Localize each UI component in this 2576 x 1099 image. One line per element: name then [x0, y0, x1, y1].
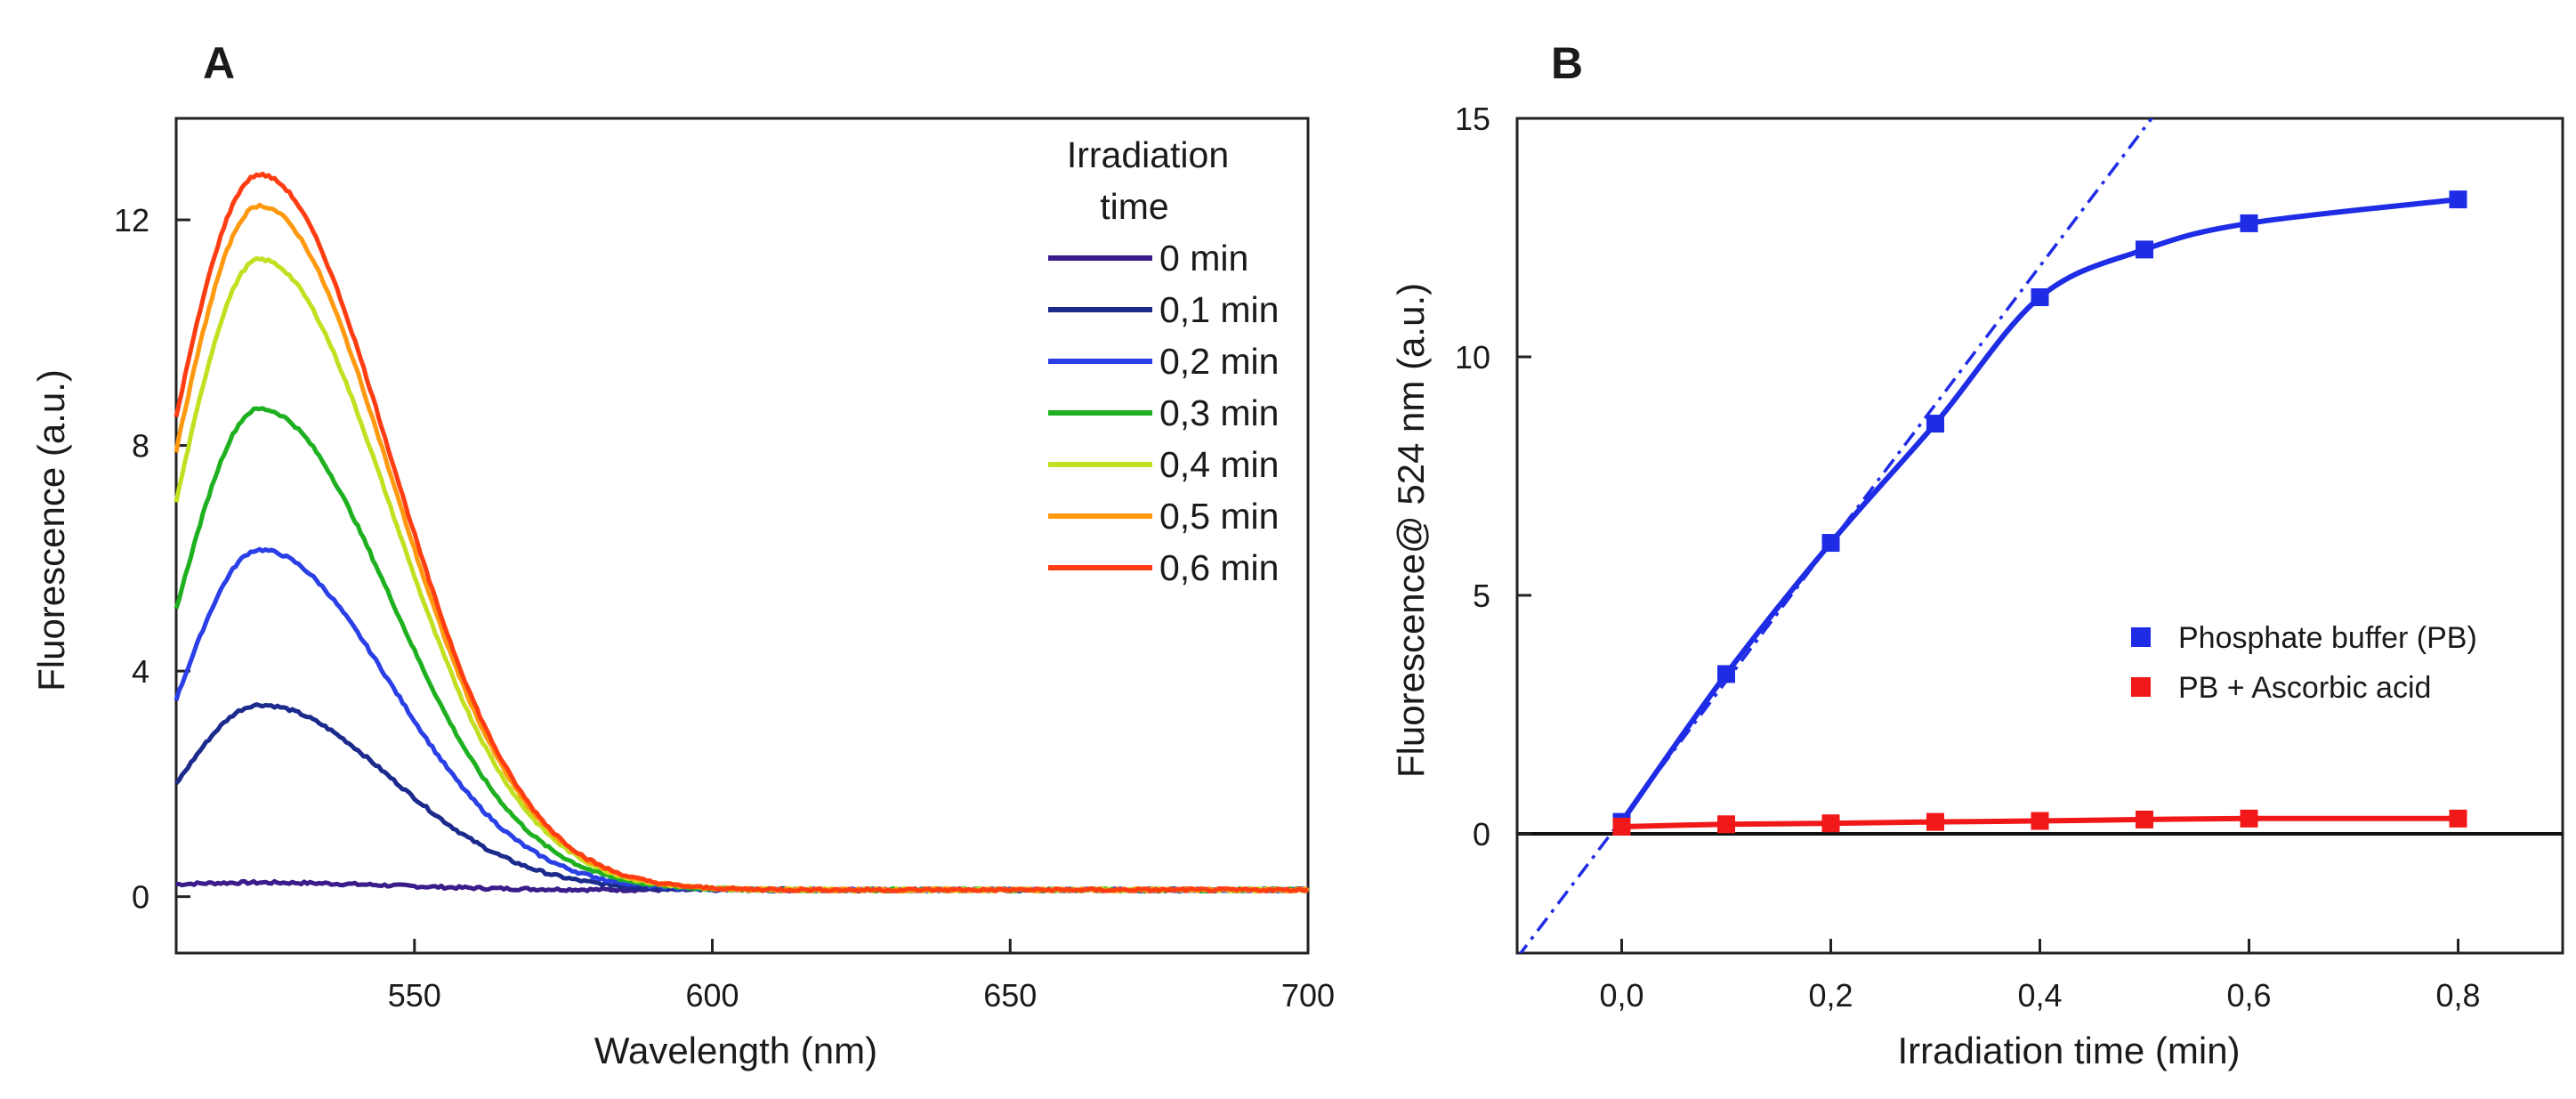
data-point-pb-ascorbic	[1926, 812, 1944, 831]
data-point-pb-ascorbic	[2031, 812, 2049, 830]
data-point-pb-ascorbic	[1612, 817, 1631, 836]
panel-b-x-axis-title: Irradiation time (min)	[1897, 1030, 2240, 1071]
data-point-pb	[1717, 665, 1735, 683]
panel-a-legend-title-line2: time	[1100, 186, 1168, 227]
legend-a-label: 0,2 min	[1159, 341, 1279, 382]
panel-b-y-tick-label: 15	[1455, 101, 1490, 137]
data-point-pb	[2031, 288, 2049, 306]
data-point-pb	[2449, 190, 2467, 209]
data-point-pb	[2136, 240, 2153, 259]
panel-a-x-axis-title: Wavelength (nm)	[594, 1030, 877, 1071]
panel-a-plot-area: 550 600 650 700 0 4 8 12	[114, 117, 1335, 1014]
panel-a-x-tick-label: 600	[685, 977, 739, 1014]
data-point-pb-ascorbic	[2136, 810, 2153, 828]
panel-b-y-axis-title: Fluorescence@ 524 nm (a.u.)	[1390, 283, 1432, 778]
data-point-pb	[2240, 214, 2258, 232]
legend-a-label: 0,4 min	[1159, 444, 1279, 485]
panel-a-x-tick-label: 650	[983, 977, 1037, 1014]
panel-a-y-tick-label: 8	[132, 428, 149, 465]
panel-b-y-tick-label: 0	[1473, 816, 1490, 853]
panel-b-x-tick-label: 0,8	[2435, 977, 2480, 1014]
panel-b-x-tick-label: 0,0	[1599, 977, 1643, 1014]
data-point-pb-ascorbic	[1821, 814, 1840, 833]
data-point-pb	[1926, 415, 1944, 433]
panel-a-frame	[174, 117, 1310, 955]
panel-a-y-tick-label: 12	[114, 202, 149, 238]
panel-b-x-tick-label: 0,6	[2226, 977, 2271, 1014]
legend-a-label: 0,3 min	[1159, 392, 1279, 433]
spectrum-line-0-2-min	[174, 546, 1309, 894]
spectrum-line-0-4-min	[174, 255, 1310, 894]
fit-curve-pb-ascorbic	[1621, 815, 2459, 829]
panel-a-x-tick-label: 700	[1281, 977, 1335, 1014]
legend-a-label: 0,5 min	[1159, 496, 1279, 537]
legend-b-label: PB + Ascorbic acid	[2178, 671, 2431, 705]
spectrum-line-0-6-min	[174, 171, 1309, 894]
legend-b-label: Phosphate buffer (PB)	[2178, 621, 2477, 655]
panel-b-x-tick-label: 0,4	[2017, 977, 2062, 1014]
legend-b-swatch	[2131, 627, 2151, 647]
legend-a-label: 0 min	[1159, 238, 1248, 279]
legend-b-swatch	[2131, 677, 2151, 697]
spectrum-line-0-3-min	[174, 406, 1310, 894]
data-point-pb	[1821, 534, 1840, 553]
panel-b-y-tick-label: 5	[1473, 578, 1490, 614]
spectrum-line-0-1-min	[174, 702, 1309, 894]
panel-a: A 550 600 650 700 0 4 8 12 Wavelength (nm) Fluo…	[30, 38, 1335, 1071]
panel-b-y-tick-label: 10	[1455, 339, 1490, 376]
data-point-pb-ascorbic	[1717, 815, 1735, 834]
panel-a-y-axis-title: Fluorescence (a.u.)	[30, 369, 72, 691]
legend-a-label: 0,6 min	[1159, 547, 1279, 588]
panel-a-letter: A	[203, 38, 235, 88]
panel-a-y-tick-label: 4	[132, 653, 149, 690]
legend-a-label: 0,1 min	[1159, 289, 1279, 330]
panel-a-x-tick-label: 550	[388, 977, 441, 1014]
data-point-pb-ascorbic	[2240, 809, 2258, 828]
panel-a-legend-title-line1: Irradiation	[1067, 134, 1229, 175]
panel-a-y-tick-label: 0	[132, 879, 149, 916]
panel-b-x-tick-label: 0,2	[1808, 977, 1853, 1014]
panel-b: B 0,0 0,2 0,4 0,6 0,8 0 5 10 15 Irradiation time…	[1390, 38, 2564, 1071]
panel-b-plot-area: 0,0 0,2 0,4 0,6 0,8 0 5 10 15	[1455, 101, 2564, 1014]
panel-b-letter: B	[1551, 38, 1583, 88]
panel-a-legend: 0 min 0,1 min 0,2 min 0,3 min 0,4 min 0,5 min…	[1048, 238, 1279, 588]
data-point-pb-ascorbic	[2449, 809, 2467, 828]
panel-b-legend: Phosphate buffer (PB) PB + Ascorbic acid	[2131, 621, 2477, 705]
